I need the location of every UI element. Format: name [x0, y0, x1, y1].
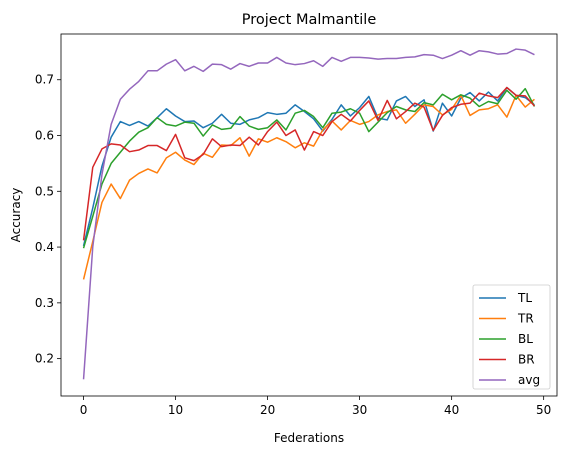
y-tick-label: 0.6 — [35, 129, 54, 143]
legend-label-tl: TL — [517, 291, 532, 305]
series-line-avg — [82, 48, 535, 380]
x-tick-label: 50 — [536, 403, 551, 417]
y-tick-label: 0.2 — [35, 352, 54, 366]
series-line-tr — [82, 94, 535, 280]
y-axis-ticks: 0.2 0.3 0.4 0.5 0.6 0.7 — [35, 73, 61, 366]
legend-box — [472, 284, 551, 390]
chart-title: Project Malmantile — [242, 12, 377, 28]
x-tick-label: 30 — [352, 403, 367, 417]
plot-area-frame — [60, 33, 558, 397]
y-tick-label: 0.3 — [35, 296, 54, 310]
x-tick-label: 10 — [168, 403, 183, 417]
legend-label-bl: BL — [518, 332, 533, 346]
y-tick-label: 0.5 — [35, 184, 54, 198]
x-tick-label: 40 — [444, 403, 459, 417]
series-line-bl — [82, 87, 536, 249]
series-lines — [82, 48, 536, 380]
x-axis-ticks: 0 10 20 30 40 50 — [80, 396, 551, 417]
y-tick-label: 0.4 — [35, 240, 54, 254]
y-axis-label: Accuracy — [9, 188, 23, 243]
y-tick-label: 0.7 — [35, 73, 54, 87]
x-tick-label: 0 — [80, 403, 88, 417]
legend: TL TR BL BR avg — [472, 284, 551, 390]
x-tick-label: 20 — [260, 403, 275, 417]
x-axis-label: Federations — [274, 431, 344, 445]
series-line-tl — [82, 86, 535, 247]
legend-label-tr: TR — [517, 312, 534, 326]
legend-label-br: BR — [518, 353, 535, 367]
series-line-br — [82, 86, 536, 241]
legend-label-avg: avg — [518, 373, 540, 387]
